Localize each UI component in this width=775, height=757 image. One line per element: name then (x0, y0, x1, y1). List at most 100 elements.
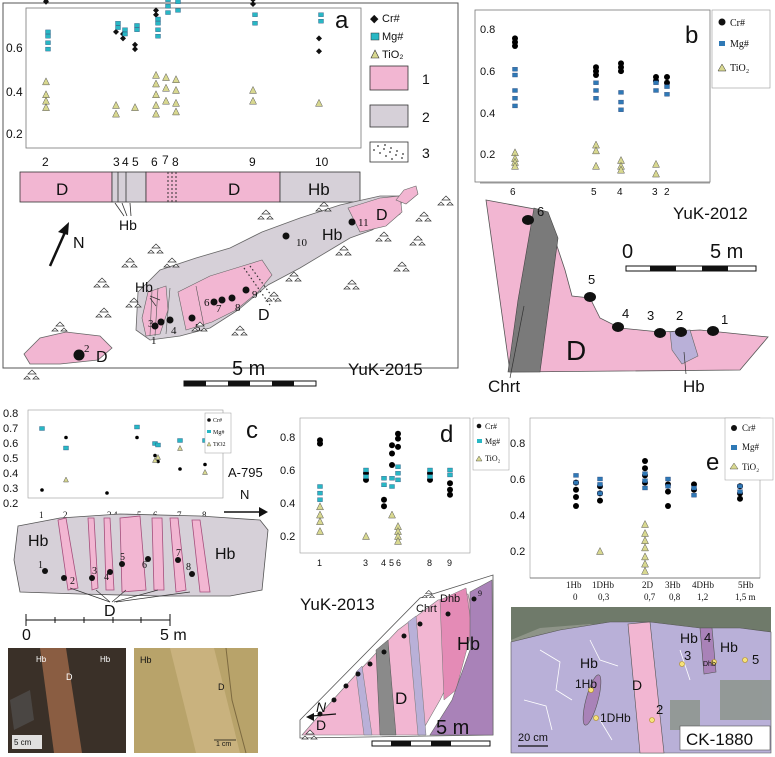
panel-e-sample-label: 3Hb (665, 580, 681, 590)
panel-c-sample-label: 2 (63, 510, 68, 520)
cr-point (316, 35, 322, 42)
d-label-d: D (395, 689, 407, 708)
cr-point (642, 465, 648, 472)
panel-c-ytick: 0.7 (3, 423, 18, 435)
e-label-dhb: Dhb (703, 661, 716, 668)
mg-point (389, 476, 395, 481)
tio2-point (172, 85, 180, 94)
legend-label: Mg# (742, 442, 760, 452)
unit-3-swatch (369, 141, 409, 163)
panel-a: 0.6 0.4 0.2 2 3 4 5 6 7 8 9 10 a ◆ Cr# M… (2, 0, 459, 387)
panel-e-letter: e (706, 449, 719, 476)
section-bar-pink-2 (145, 171, 281, 203)
legend-cr-icon (476, 423, 482, 429)
panel-b-ytick: 0.4 (480, 108, 495, 120)
mg-point (389, 484, 395, 489)
panel-d-sample-label: 9 (447, 558, 452, 568)
mg-point (39, 426, 45, 431)
panel-a-sample-label: 2 (42, 155, 49, 169)
legend-label: Mg# (730, 39, 749, 50)
panel-e-sample-label: 1Hb (566, 580, 582, 590)
map-num: 1 (151, 335, 157, 347)
tio2-point (152, 109, 160, 118)
tio2-point (652, 159, 660, 168)
tio2-point (172, 98, 180, 107)
mg-point (363, 474, 369, 479)
legend-label: TiO₂ (742, 462, 759, 472)
legend-label: Mg# (213, 430, 224, 436)
d-scale-bar (371, 740, 491, 747)
tio2-point (596, 546, 604, 555)
b-num: 6 (537, 204, 544, 219)
cr-point (317, 440, 323, 447)
mg-point (363, 467, 369, 473)
cr-point (593, 72, 599, 79)
panel-c-ytick: 0.8 (3, 408, 18, 420)
tio2-point (42, 103, 50, 111)
c-sample-dots (42, 556, 195, 581)
e-scale-label: 20 cm (518, 732, 548, 744)
tio2-point (316, 502, 324, 511)
tio2-point (362, 531, 370, 540)
panel-e-sample-label: 5Hb (738, 580, 754, 590)
section-bar-hb (279, 171, 361, 203)
mg-point (593, 88, 599, 93)
legend-label: TiO₂ (730, 63, 749, 74)
tio2-point (249, 85, 257, 94)
panel-d-sample-label: 6 (396, 558, 401, 568)
cr-point (153, 453, 157, 458)
d-scale-label: 5 m (436, 717, 469, 739)
mg-point (653, 88, 659, 93)
mg-point (665, 476, 671, 482)
map-num: 4 (171, 325, 177, 337)
mg-point (318, 12, 324, 17)
legend-tio2-icon (717, 63, 727, 72)
b-scale-0: 0 (622, 241, 633, 263)
legend-mg-icon (207, 430, 211, 433)
mg-point (115, 21, 121, 26)
legend-label: Mg# (382, 31, 404, 43)
map-num: 7 (216, 303, 222, 315)
c-photo-1-d: D (66, 672, 73, 682)
map-num: 5 (195, 322, 201, 334)
panel-d-sample-label: 5 (389, 558, 394, 568)
mg-point (664, 92, 670, 97)
panel-c-sample-label: 1 (39, 510, 44, 520)
b-label-hb: Hb (683, 377, 705, 396)
b-scale-bar (625, 265, 757, 272)
legend-mg-icon (477, 439, 482, 443)
section-bar-pink-1 (19, 171, 113, 203)
tio2-point (592, 161, 600, 170)
tio2-point (316, 517, 324, 525)
e-label-hb-right: Hb (720, 639, 738, 655)
panel-e-distance: 0,7 (644, 592, 656, 602)
panel-c-ytick: 0.6 (3, 438, 18, 450)
panel-c-chart-box (27, 409, 224, 499)
map-label-d-right: D (376, 207, 388, 224)
cr-point (447, 491, 453, 498)
mg-point (642, 471, 648, 476)
panel-d-sample-label: 8 (427, 558, 432, 568)
e-site: CK-1880 (686, 730, 753, 749)
e-num-1dhb: 1DHb (600, 711, 631, 725)
legend-label: Cr# (382, 13, 401, 25)
tio2-point (641, 519, 649, 528)
c-num: 4 (104, 572, 109, 583)
mg-point (512, 67, 518, 72)
panel-b-sample-label: 4 (617, 187, 623, 198)
map-num: 10 (296, 237, 308, 249)
panel-e-distance: 0 (573, 592, 578, 602)
panel-a-sample-label: 7 (162, 153, 169, 167)
d-chrt-band (375, 639, 397, 736)
legend-tio2-icon (370, 49, 380, 59)
mg-point (664, 84, 670, 89)
tio2-point (152, 100, 160, 109)
c-scale-5: 5 m (160, 627, 187, 644)
panel-e-sample-label: 4DHb (692, 580, 714, 590)
tio2-point (155, 453, 161, 460)
mg-point (252, 12, 258, 17)
unit-3-label: 3 (422, 145, 430, 161)
panel-c-outcrop: A-795 (228, 465, 263, 480)
panel-b-sample-label: 6 (510, 187, 516, 198)
cr-point (395, 435, 401, 442)
